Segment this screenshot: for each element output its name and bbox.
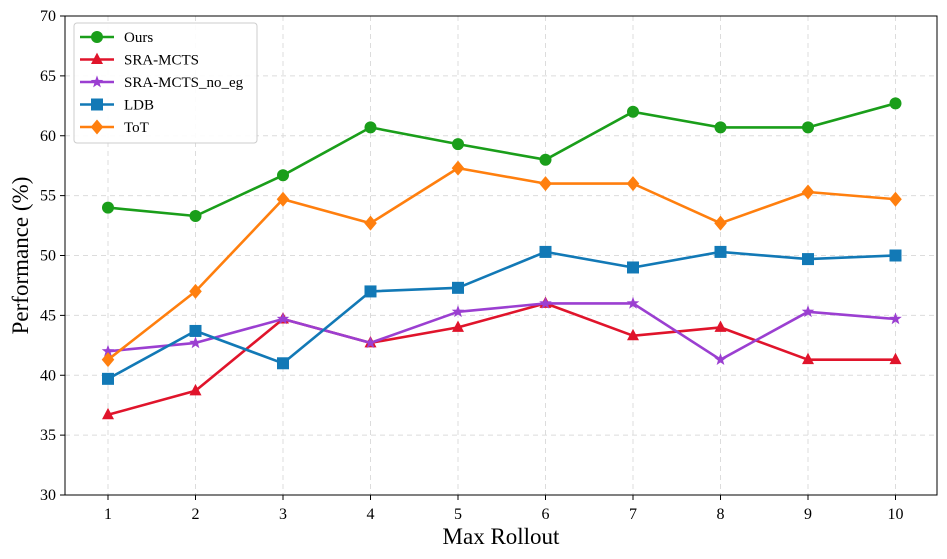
data-point-tot <box>189 283 202 299</box>
data-point-sra-mcts-no-eg <box>714 353 727 366</box>
y-tick-label: 45 <box>40 307 56 324</box>
data-point-ldb <box>189 324 202 337</box>
data-point-sra-mcts-no-eg <box>626 296 640 309</box>
y-tick-label: 35 <box>40 427 56 444</box>
data-point-sra-mcts <box>627 328 639 341</box>
legend-marker <box>90 75 104 88</box>
data-point-tot <box>889 191 902 207</box>
series-ours <box>102 97 902 222</box>
series-sra-mcts-no-eg <box>101 296 902 366</box>
data-point-ldb <box>714 245 727 258</box>
y-tick-label: 40 <box>40 367 56 384</box>
data-point-sra-mcts <box>889 352 902 365</box>
data-point-ldb <box>802 253 814 266</box>
legend-marker <box>91 52 103 64</box>
data-point-tot <box>364 215 377 231</box>
y-tick-label: 70 <box>40 8 56 25</box>
data-point-ldb <box>452 281 464 294</box>
legend-label: ToT <box>124 120 149 136</box>
x-tick-label: 9 <box>804 506 812 523</box>
x-tick-label: 7 <box>629 506 637 523</box>
data-point-ours <box>802 121 814 134</box>
data-point-sra-mcts-no-eg <box>276 312 290 325</box>
data-point-ours <box>627 105 639 118</box>
x-tick-label: 8 <box>717 506 725 523</box>
data-point-ldb <box>627 261 639 274</box>
y-tick-label: 50 <box>40 248 56 265</box>
data-point-sra-mcts <box>189 383 202 396</box>
y-tick-label: 55 <box>40 188 56 205</box>
data-point-sra-mcts-no-eg <box>101 344 115 357</box>
data-point-sra-mcts-no-eg <box>539 296 552 309</box>
x-tick-label: 10 <box>888 506 904 523</box>
x-tick-label: 6 <box>542 506 550 523</box>
data-point-sra-mcts-no-eg <box>364 336 377 349</box>
y-tick-label: 65 <box>40 68 56 85</box>
series-line-tot <box>107 166 896 361</box>
x-tick-label: 3 <box>279 506 287 523</box>
data-point-sra-mcts <box>452 320 464 332</box>
legend-label: Ours <box>124 30 153 46</box>
legend-box <box>73 22 258 144</box>
series-tot <box>101 160 902 368</box>
data-point-tot <box>276 191 290 207</box>
legend: Ours SRA-MCTS SRA-MCTS_no_eg LDB ToT <box>73 22 258 144</box>
data-point-ours <box>364 121 377 134</box>
series-line-ours <box>107 102 896 218</box>
x-tick-label: 1 <box>104 506 112 523</box>
legend-label: SRA-MCTS_no_eg <box>124 75 244 91</box>
series-line-sra-mcts-no-eg <box>107 302 896 362</box>
data-point-ldb <box>102 372 114 385</box>
data-point-tot <box>626 176 640 192</box>
data-point-ours <box>889 97 902 110</box>
x-tick-label: 4 <box>367 506 375 523</box>
data-point-sra-mcts-no-eg <box>801 305 815 318</box>
data-point-ldb <box>277 357 289 370</box>
data-point-tot <box>101 352 115 368</box>
legend-item-ldb: LDB <box>80 98 154 114</box>
data-point-sra-mcts-no-eg <box>889 312 902 325</box>
series-line-sra-mcts <box>107 302 896 417</box>
data-point-tot <box>539 176 552 192</box>
data-point-ldb <box>364 285 377 298</box>
data-point-ldb <box>539 245 552 258</box>
legend-marker <box>91 98 103 111</box>
x-tick-label: 2 <box>192 506 200 523</box>
series-ldb <box>102 245 902 385</box>
y-axis-title: Performance (%) <box>8 177 33 335</box>
data-point-ours <box>102 201 114 214</box>
data-point-sra-mcts-no-eg <box>189 336 202 349</box>
y-tick-label: 60 <box>40 128 56 145</box>
data-point-ours <box>452 138 464 151</box>
data-point-ours <box>714 121 727 134</box>
data-point-sra-mcts-no-eg <box>451 305 465 318</box>
legend-marker <box>90 119 104 135</box>
legend-label: LDB <box>124 98 154 114</box>
data-point-tot <box>801 184 815 200</box>
legend-label: SRA-MCTS <box>124 53 199 69</box>
x-tick-label: 5 <box>454 506 462 523</box>
data-point-ours <box>539 153 552 166</box>
data-point-tot <box>714 215 727 231</box>
x-axis-title: Max Rollout <box>443 524 561 549</box>
data-point-sra-mcts <box>102 407 114 420</box>
legend-marker <box>91 31 103 43</box>
legend-item-sra-mcts: SRA-MCTS <box>80 53 199 69</box>
data-point-sra-mcts <box>802 352 814 365</box>
legend-item-sra-mcts-no-eg: SRA-MCTS_no_eg <box>80 75 244 91</box>
data-point-ours <box>189 209 202 222</box>
data-point-sra-mcts <box>714 320 727 332</box>
data-point-ours <box>277 169 289 182</box>
series-group <box>101 97 902 420</box>
y-tick-label: 30 <box>40 487 56 504</box>
legend-item-ours: Ours <box>80 30 153 46</box>
data-point-ldb <box>889 249 902 262</box>
legend-item-tot: ToT <box>80 119 149 136</box>
data-point-tot <box>451 160 465 176</box>
series-line-ldb <box>107 250 896 380</box>
